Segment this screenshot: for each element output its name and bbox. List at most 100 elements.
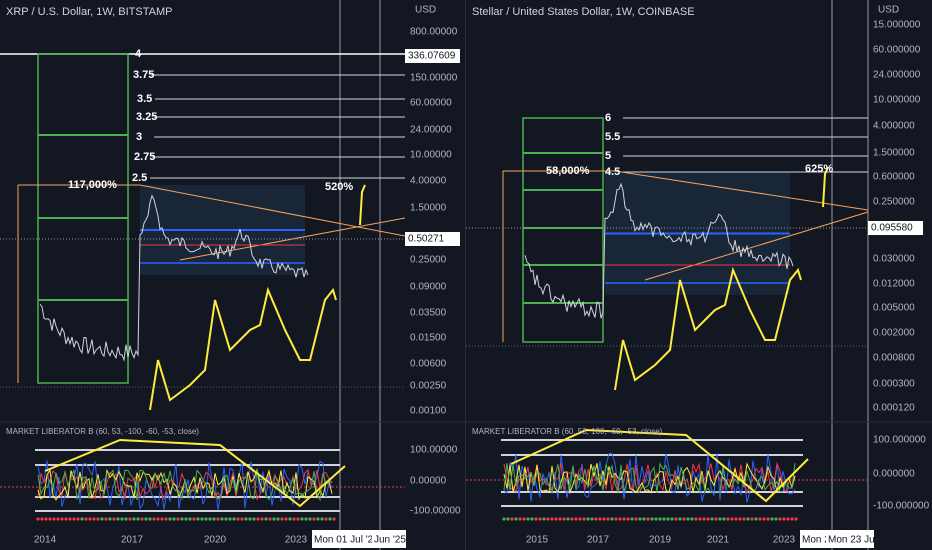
signal-dot: [68, 517, 72, 521]
signal-dot: [124, 517, 128, 521]
signal-dot: [316, 517, 320, 521]
signal-dot: [280, 517, 284, 521]
signal-dot: [256, 517, 260, 521]
signal-dot: [742, 517, 746, 521]
price-label: 150.00000: [410, 73, 458, 84]
signal-dot: [224, 517, 228, 521]
hand-drawing: [822, 166, 829, 208]
signal-dot: [602, 517, 606, 521]
signal-dot: [272, 517, 276, 521]
price-line: [39, 194, 309, 362]
signal-dot: [766, 517, 770, 521]
signal-dot: [554, 517, 558, 521]
signal-dot: [92, 517, 96, 521]
signal-dot: [112, 517, 116, 521]
signal-dot: [40, 517, 44, 521]
price-tag: [405, 49, 460, 63]
currency: USD: [878, 5, 899, 16]
signal-dot: [152, 517, 156, 521]
signal-dot: [594, 517, 598, 521]
signal-dot: [734, 517, 738, 521]
price-label: 60.00000: [410, 98, 452, 109]
fib-level: 3.25: [136, 111, 157, 123]
signal-dot: [762, 517, 766, 521]
price-label: 0.600000: [873, 172, 915, 183]
indicator-label: 0.000000: [873, 469, 915, 480]
signal-dot: [284, 517, 288, 521]
signal-dot: [794, 517, 798, 521]
signal-dot: [650, 517, 654, 521]
cursor-date: Mon 01 Jul '24: [314, 535, 379, 546]
price-label: 24.000000: [873, 70, 921, 81]
signal-dot: [304, 517, 308, 521]
signal-dot: [176, 517, 180, 521]
price-label: 10.000000: [873, 95, 921, 106]
drawing-line: [614, 170, 869, 211]
signal-dot: [542, 517, 546, 521]
cursor-date: Jun '25: [374, 535, 406, 546]
signal-dot: [172, 517, 176, 521]
signal-dot: [726, 517, 730, 521]
signal-dot: [774, 517, 778, 521]
signal-dot: [308, 517, 312, 521]
signal-dot: [180, 517, 184, 521]
price-label: 800.00000: [410, 27, 458, 38]
price-label: 0.00250: [410, 381, 447, 392]
signal-dot: [116, 517, 120, 521]
signal-dot: [778, 517, 782, 521]
hand-drawing: [359, 184, 366, 226]
hand-drawing: [614, 266, 802, 391]
signal-dot: [570, 517, 574, 521]
current-price: 0.50271: [408, 234, 445, 245]
signal-dot: [164, 517, 168, 521]
fib-price: 336.07609: [408, 51, 456, 62]
signal-dot: [750, 517, 754, 521]
signal-dot: [120, 517, 124, 521]
signal-dot: [108, 517, 112, 521]
price-tag: [868, 221, 923, 235]
annotation: 520%: [325, 181, 353, 193]
signal-dot: [702, 517, 706, 521]
price-label: 0.03500: [410, 308, 447, 319]
annotation: 58,000%: [546, 165, 590, 177]
signal-dot: [80, 517, 84, 521]
fib-level: 4.5: [605, 166, 620, 178]
price-label: 0.00100: [410, 406, 447, 417]
oscillator-line: [37, 469, 333, 502]
signal-dot: [84, 517, 88, 521]
signal-dot: [590, 517, 594, 521]
signal-dot: [682, 517, 686, 521]
signal-dot: [240, 517, 244, 521]
hand-drawing: [510, 428, 809, 503]
signal-dot: [328, 517, 332, 521]
indicator-label: 0.00000: [410, 476, 447, 487]
signal-dot: [714, 517, 718, 521]
signal-dot: [618, 517, 622, 521]
fib-level: 2.75: [134, 151, 155, 163]
date-label: 2023: [285, 535, 308, 546]
signal-dot: [654, 517, 658, 521]
price-label: 1.500000: [873, 148, 915, 159]
signal-dot: [722, 517, 726, 521]
date-label: 2014: [34, 535, 57, 546]
signal-dot: [738, 517, 742, 521]
signal-dot: [754, 517, 758, 521]
indicator-label: -100.000000: [873, 501, 930, 512]
signal-dot: [678, 517, 682, 521]
drawing-line: [179, 217, 406, 261]
signal-dot: [550, 517, 554, 521]
signal-dot: [44, 517, 48, 521]
price-label: 0.000800: [873, 353, 915, 364]
signal-dot: [128, 517, 132, 521]
signal-dot: [252, 517, 256, 521]
signal-dot: [710, 517, 714, 521]
signal-dot: [132, 517, 136, 521]
signal-dot: [296, 517, 300, 521]
signal-dot: [204, 517, 208, 521]
signal-dot: [630, 517, 634, 521]
signal-dot: [562, 517, 566, 521]
signal-dot: [220, 517, 224, 521]
signal-dot: [236, 517, 240, 521]
signal-dot: [140, 517, 144, 521]
signal-dot: [522, 517, 526, 521]
